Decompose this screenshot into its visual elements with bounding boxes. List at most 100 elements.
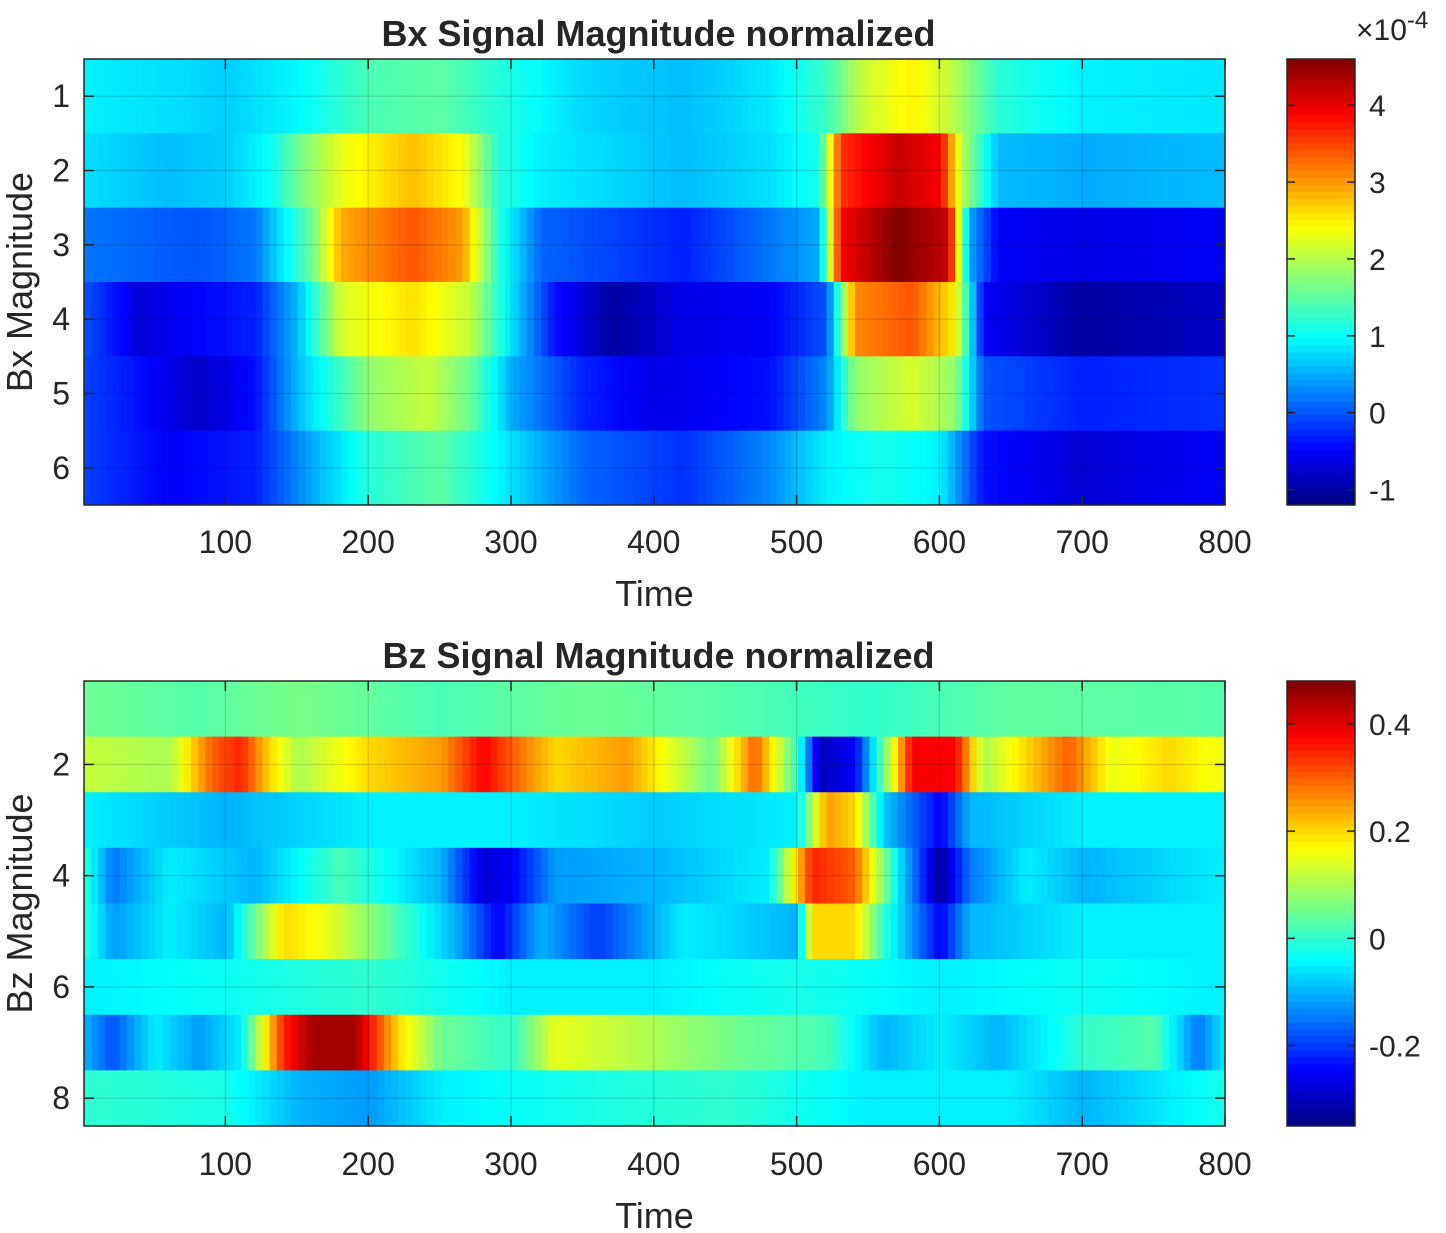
colorbar-swatch (1287, 358, 1355, 367)
heatmap-cell (191, 1070, 199, 1127)
heatmap-cell (740, 903, 749, 960)
heatmap-cell (369, 59, 378, 134)
heatmap-cell (1205, 903, 1213, 960)
heatmap-cell (455, 282, 464, 357)
heatmap-cell (726, 1014, 735, 1071)
heatmap-cell (1062, 1070, 1070, 1127)
heatmap-cell (669, 959, 678, 1016)
heatmap-cell (233, 133, 242, 209)
x-tick-label: 300 (484, 524, 537, 560)
heatmap-cell (940, 133, 949, 209)
colorbar-swatch (1287, 993, 1355, 1002)
heatmap-cell (1205, 736, 1213, 793)
heatmap-cell (1019, 1014, 1028, 1071)
heatmap-cell (719, 1014, 728, 1071)
heatmap-cell (826, 847, 835, 904)
heatmap-cell (305, 681, 314, 738)
heatmap-cell (112, 1014, 121, 1071)
heatmap-cell (1055, 1014, 1063, 1071)
heatmap-cell (790, 207, 799, 283)
heatmap-cell (762, 282, 771, 357)
heatmap-cell (890, 736, 899, 793)
heatmap-cell (997, 736, 1006, 793)
heatmap-cell (391, 430, 399, 506)
heatmap-cell (305, 207, 314, 283)
heatmap-cell (405, 59, 414, 134)
heatmap-cell (640, 356, 649, 432)
heatmap-cell (905, 59, 913, 134)
heatmap-cell (1162, 1014, 1170, 1071)
heatmap-cell (562, 903, 571, 960)
heatmap-cell (769, 1070, 778, 1127)
heatmap-cell (576, 792, 585, 849)
heatmap-cell (947, 1014, 956, 1071)
heatmap-cell (1040, 736, 1049, 793)
heatmap-cell (233, 681, 242, 738)
heatmap-cell (405, 133, 414, 209)
heatmap-cell (255, 959, 264, 1016)
heatmap-cell (912, 959, 920, 1016)
heatmap-cell (298, 847, 306, 904)
heatmap-cell (740, 792, 749, 849)
heatmap-cell (790, 792, 799, 849)
heatmap-cell (291, 1070, 299, 1127)
heatmap-cell (1140, 356, 1149, 432)
heatmap-cell (855, 736, 863, 793)
heatmap-cell (619, 356, 628, 432)
heatmap-cell (362, 959, 371, 1016)
heatmap-cell (1090, 736, 1099, 793)
heatmap-cell (812, 59, 821, 134)
heatmap-cell (1033, 792, 1042, 849)
heatmap-cell (126, 792, 135, 849)
heatmap-cell (619, 792, 628, 849)
heatmap-cell (1012, 1070, 1020, 1127)
heatmap-cell (983, 736, 992, 793)
heatmap-cell (1090, 356, 1099, 432)
heatmap-cell (469, 282, 478, 357)
heatmap-cell (590, 207, 599, 283)
heatmap-cell (976, 356, 985, 432)
heatmap-cell (769, 1014, 778, 1071)
heatmap-cell (1140, 681, 1149, 738)
heatmap-cell (1019, 207, 1028, 283)
heatmap-cell (241, 1070, 249, 1127)
heatmap-cell (205, 792, 214, 849)
heatmap-cell (319, 133, 328, 209)
heatmap-cell (105, 736, 114, 793)
heatmap-cell (1069, 847, 1078, 904)
heatmap-cell (512, 59, 521, 134)
heatmap-cell (1055, 133, 1063, 209)
heatmap-cell (126, 133, 135, 209)
heatmap-cell (676, 1070, 685, 1127)
heatmap-cell (1126, 847, 1135, 904)
heatmap-cell (776, 59, 785, 134)
heatmap-cell (362, 681, 371, 738)
heatmap-cell (819, 681, 828, 738)
heatmap-cell (598, 792, 606, 849)
heatmap-cell (205, 1070, 214, 1127)
heatmap-cell (383, 59, 392, 134)
heatmap-cell (226, 133, 235, 209)
heatmap-cell (962, 1014, 970, 1071)
heatmap-cell (1176, 903, 1185, 960)
colorbar-swatch (1287, 778, 1355, 786)
heatmap-cell (583, 681, 592, 738)
heatmap-cell (748, 736, 756, 793)
heatmap-cell (162, 792, 171, 849)
heatmap-cell (748, 792, 756, 849)
heatmap-cell (598, 736, 606, 793)
heatmap-cell (476, 207, 485, 283)
heatmap-cell (1105, 959, 1113, 1016)
heatmap-cell (291, 282, 299, 357)
heatmap-cell (698, 133, 706, 209)
heatmap-cell (362, 282, 371, 357)
heatmap-cell (1012, 1014, 1020, 1071)
heatmap-cell (412, 903, 421, 960)
heatmap-cell (1083, 282, 1092, 357)
heatmap-cell (840, 847, 849, 904)
heatmap-cell (583, 1070, 592, 1127)
heatmap-cell (448, 59, 456, 134)
heatmap-cell (1033, 903, 1042, 960)
heatmap-cell (1147, 59, 1156, 134)
heatmap-cell (1133, 847, 1142, 904)
